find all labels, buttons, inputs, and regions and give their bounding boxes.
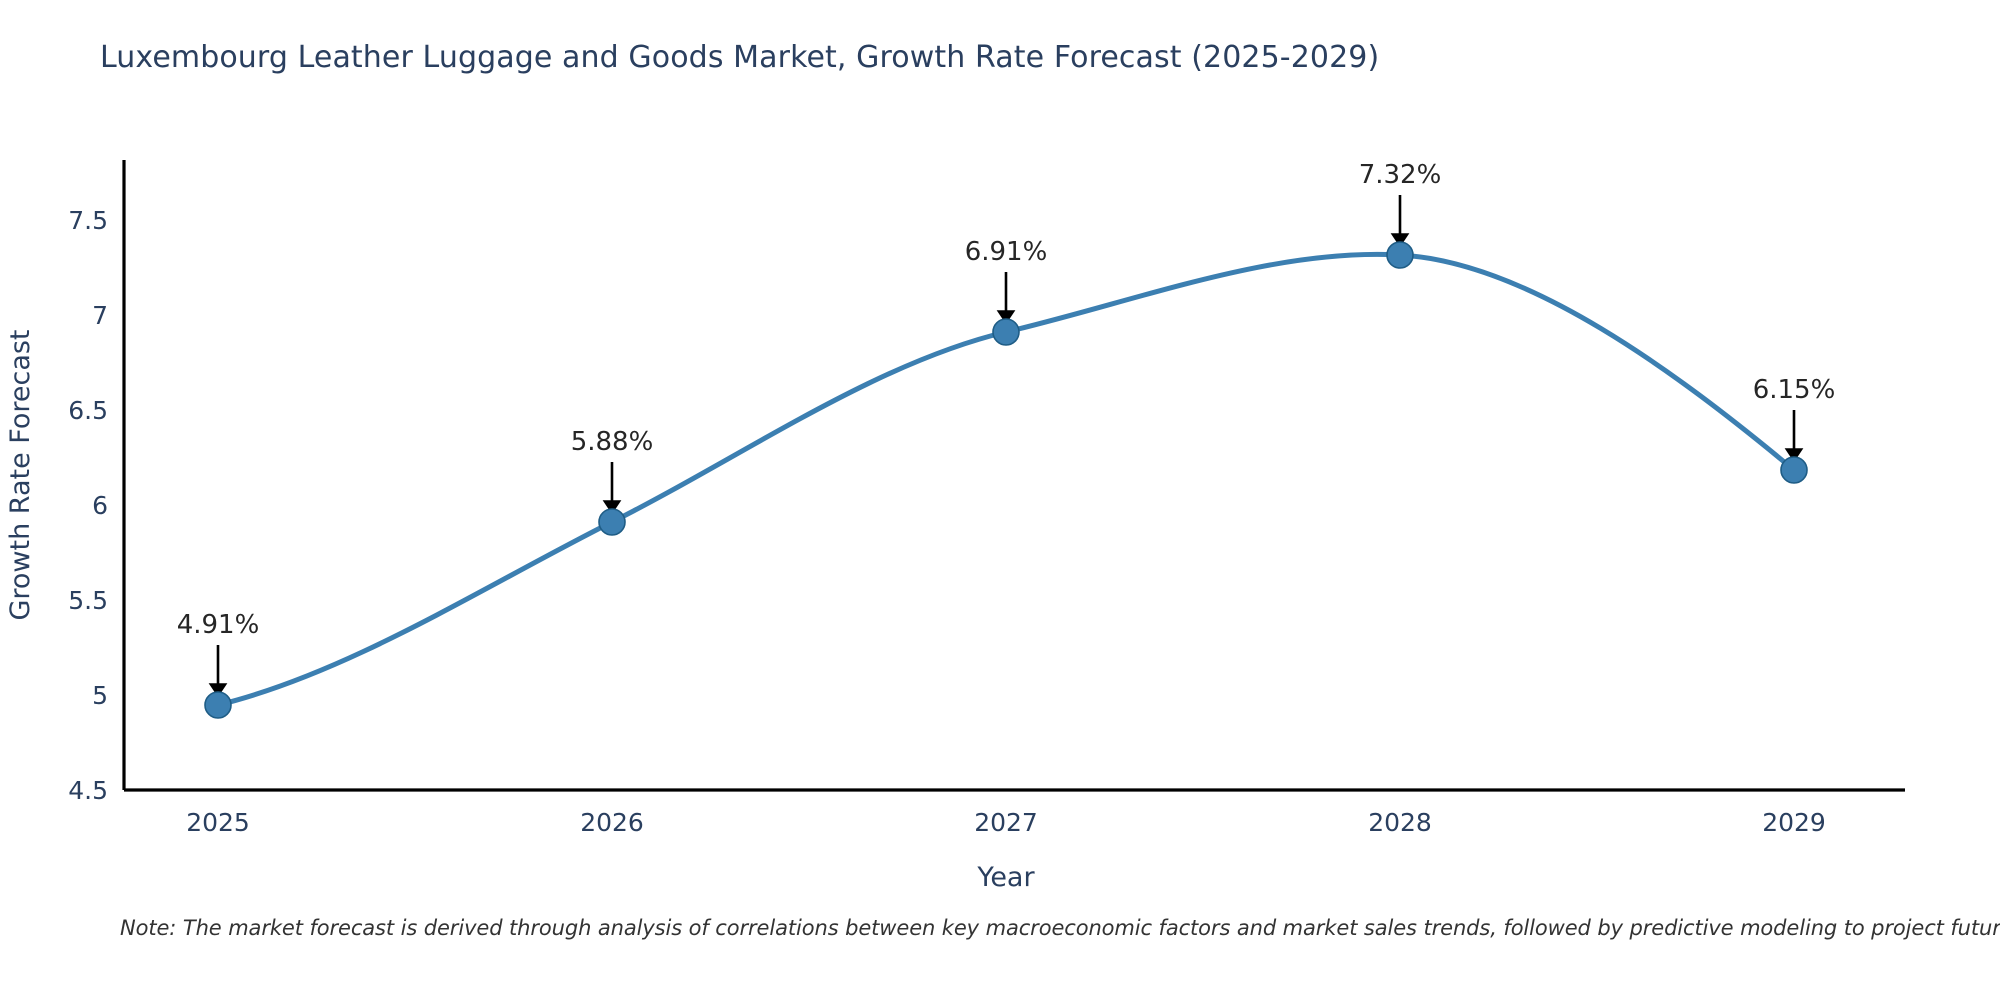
data-point-label: 7.32% xyxy=(1359,160,1442,190)
y-tick-label: 6 xyxy=(92,491,108,520)
chart-title: Luxembourg Leather Luggage and Goods Mar… xyxy=(100,40,1380,75)
data-point-marker[interactable] xyxy=(1386,241,1414,269)
data-point-label: 6.15% xyxy=(1753,375,1836,405)
y-tick-label: 5 xyxy=(92,681,108,710)
data-point-marker[interactable] xyxy=(598,508,626,536)
y-tick-label: 6.5 xyxy=(68,396,108,425)
x-tick-label: 2029 xyxy=(1762,808,1826,837)
x-tick-label: 2027 xyxy=(974,808,1038,837)
data-point-labels: 4.91% 5.88% 6.91% 7.32% 6.15% xyxy=(177,160,1836,640)
y-tick-label: 7.5 xyxy=(68,206,108,235)
y-tick-label: 7 xyxy=(92,301,108,330)
data-point-marker[interactable] xyxy=(204,691,232,719)
y-axis-ticks: 4.5 5 5.5 6 6.5 7 7.5 xyxy=(68,206,108,805)
annotation-arrows xyxy=(208,195,1804,698)
y-axis-title: Growth Rate Forecast xyxy=(5,329,36,620)
footnote-note: Note: The market forecast is derived thr… xyxy=(120,916,2000,940)
data-point-label: 6.91% xyxy=(965,237,1048,267)
x-tick-label: 2025 xyxy=(186,808,250,837)
x-tick-label: 2028 xyxy=(1368,808,1432,837)
y-tick-label: 4.5 xyxy=(68,776,108,805)
data-point-marker[interactable] xyxy=(1780,456,1808,484)
data-point-marker[interactable] xyxy=(992,318,1020,346)
x-axis-title: Year xyxy=(976,862,1035,893)
data-point-label: 4.91% xyxy=(177,610,260,640)
x-axis-ticks: 2025 2026 2027 2028 2029 xyxy=(186,808,1826,837)
y-tick-label: 5.5 xyxy=(68,586,108,615)
data-point-label: 5.88% xyxy=(571,427,654,457)
data-point-markers xyxy=(204,241,1808,719)
x-tick-label: 2026 xyxy=(580,808,644,837)
